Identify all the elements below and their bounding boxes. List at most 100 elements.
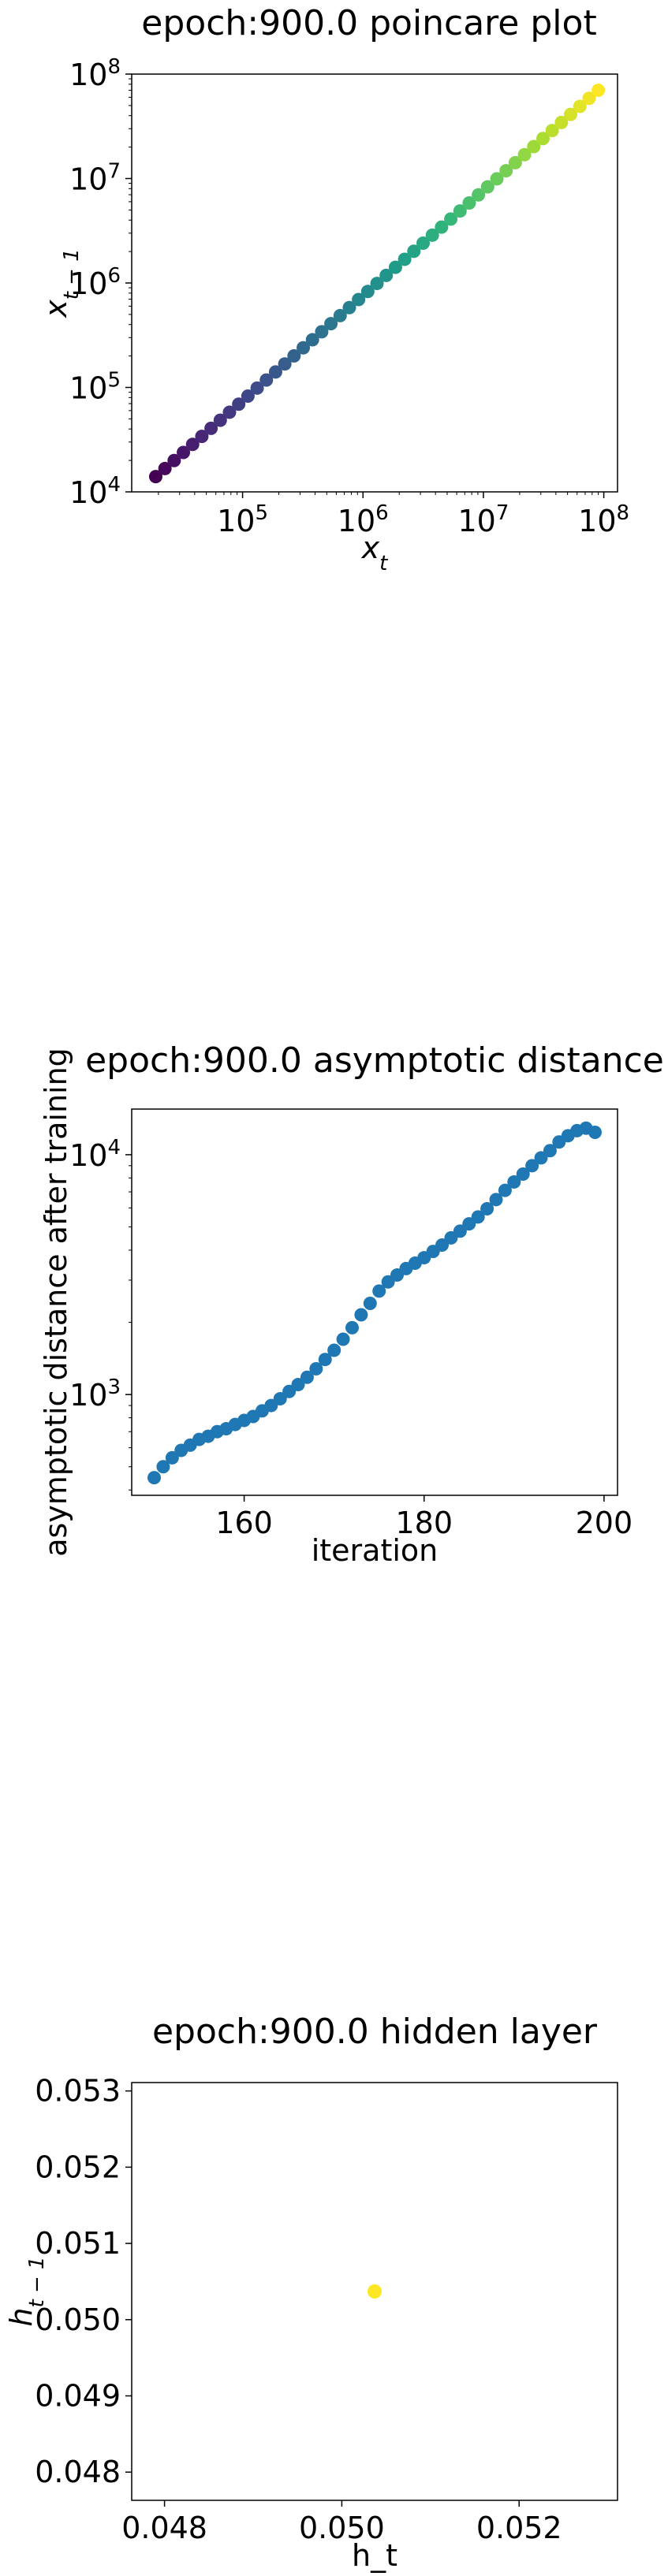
hidden-layer-y-ticks: 0.048 0.049 0.050 0.051 0.052 0.053 bbox=[35, 2074, 132, 2489]
poincare-point bbox=[278, 357, 292, 371]
x-tick-label: 108 bbox=[578, 501, 629, 538]
distance-point bbox=[309, 1362, 323, 1376]
asymptotic-distance-x-ticks: 160 180 200 bbox=[215, 1495, 633, 1540]
poincare-point bbox=[195, 430, 209, 444]
poincare-point bbox=[499, 164, 513, 178]
y-tick-label: 0.049 bbox=[35, 2379, 121, 2414]
hidden-point bbox=[368, 2284, 382, 2299]
distance-point bbox=[435, 1238, 450, 1253]
poincare-point bbox=[435, 220, 449, 234]
poincare-point bbox=[480, 180, 494, 194]
hidden-layer-x-ticks: 0.048 0.050 0.052 bbox=[121, 2500, 562, 2545]
poincare-point bbox=[472, 188, 486, 202]
poincare-point bbox=[241, 389, 255, 404]
poincare-point bbox=[545, 124, 559, 138]
y-tick-label: 0.050 bbox=[35, 2302, 121, 2337]
poincare-point bbox=[148, 470, 162, 484]
poincare-point bbox=[379, 268, 394, 282]
x-tick-label: 107 bbox=[457, 501, 509, 538]
hidden-layer-y-label: ht − 1 bbox=[4, 2256, 49, 2326]
y-tick-label: 105 bbox=[69, 369, 121, 406]
poincare-point bbox=[333, 308, 347, 322]
poincare-plot-points bbox=[148, 84, 606, 484]
poincare-point bbox=[177, 445, 191, 460]
asymptotic-distance-y-label: asymptotic distance after training bbox=[39, 1048, 73, 1557]
poincare-point bbox=[167, 453, 181, 467]
poincare-point bbox=[315, 325, 329, 339]
poincare-plot-x-ticks: 105 106 107 108 bbox=[158, 492, 629, 538]
poincare-point bbox=[490, 172, 504, 186]
poincare-point bbox=[232, 397, 246, 411]
poincare-point bbox=[591, 84, 606, 98]
poincare-point bbox=[287, 348, 301, 363]
x-tick-label: 180 bbox=[395, 1506, 453, 1540]
poincare-point bbox=[425, 228, 439, 242]
distance-point bbox=[498, 1183, 512, 1197]
poincare-point bbox=[536, 132, 550, 146]
asymptotic-distance-y-ticks: 103 104 bbox=[69, 1136, 132, 1491]
distance-point bbox=[165, 1450, 179, 1465]
poincare-point bbox=[259, 373, 274, 387]
distance-point bbox=[327, 1343, 341, 1357]
poincare-plot-y-ticks: 104 105 106 107 108 bbox=[69, 55, 132, 510]
poincare-point bbox=[407, 244, 421, 259]
poincare-plot-x-label: xt bbox=[361, 530, 389, 575]
asymptotic-distance-x-label: iteration bbox=[312, 1533, 438, 1568]
poincare-point bbox=[250, 381, 264, 395]
x-tick-label: 0.048 bbox=[121, 2511, 207, 2545]
asymptotic-distance-frame bbox=[131, 1108, 618, 1496]
poincare-point bbox=[554, 115, 569, 129]
poincare-point bbox=[370, 277, 384, 291]
poincare-point bbox=[342, 300, 356, 315]
poincare-plot-title: epoch:900.0 poincare plot bbox=[141, 3, 596, 43]
poincare-point bbox=[268, 365, 282, 379]
poincare-point bbox=[305, 333, 319, 347]
y-tick-label: 108 bbox=[69, 55, 121, 92]
distance-point bbox=[336, 1332, 350, 1346]
poincare-point bbox=[352, 292, 366, 307]
distance-point bbox=[156, 1460, 170, 1474]
hidden-layer-points bbox=[368, 2284, 382, 2299]
x-tick-label: 160 bbox=[215, 1506, 273, 1540]
x-tick-label: 200 bbox=[576, 1506, 633, 1540]
hidden-layer-title: epoch:900.0 hidden layer bbox=[152, 2012, 598, 2052]
poincare-point bbox=[185, 437, 200, 452]
poincare-point bbox=[397, 252, 412, 266]
distance-point bbox=[480, 1202, 494, 1216]
poincare-point bbox=[582, 91, 596, 106]
x-tick-label: 106 bbox=[338, 501, 389, 538]
y-tick-label: 0.048 bbox=[35, 2455, 121, 2489]
distance-point bbox=[471, 1210, 485, 1224]
distance-point bbox=[318, 1353, 332, 1367]
distance-point bbox=[291, 1378, 305, 1392]
distance-point bbox=[453, 1224, 467, 1238]
distance-point bbox=[300, 1370, 314, 1384]
poincare-point bbox=[453, 204, 467, 218]
y-tick-label: 106 bbox=[69, 264, 121, 301]
y-tick-label: 104 bbox=[69, 473, 121, 510]
distance-point bbox=[363, 1296, 377, 1310]
distance-point bbox=[516, 1167, 530, 1182]
poincare-point bbox=[324, 317, 338, 331]
poincare-point bbox=[213, 413, 227, 427]
poincare-point bbox=[297, 341, 311, 355]
poincare-plot-y-label: xt − 1 bbox=[39, 248, 84, 318]
asymptotic-distance-points bbox=[147, 1121, 602, 1485]
poincare-point bbox=[527, 140, 541, 154]
distance-point bbox=[588, 1125, 602, 1139]
poincare-point bbox=[564, 107, 578, 121]
distance-point bbox=[534, 1151, 548, 1165]
poincare-point bbox=[158, 461, 172, 475]
y-tick-label: 103 bbox=[69, 1375, 121, 1413]
x-tick-label: 0.050 bbox=[299, 2511, 385, 2545]
asymptotic-distance-title: epoch:900.0 asymptotic distance bbox=[85, 1040, 664, 1081]
poincare-point bbox=[462, 195, 476, 210]
poincare-point bbox=[416, 236, 430, 251]
y-tick-label: 0.051 bbox=[35, 2226, 121, 2261]
hidden-layer-x-label: h_t bbox=[352, 2538, 397, 2573]
distance-point bbox=[525, 1159, 539, 1173]
asymptotic-distance-panel: epoch:900.0 asymptotic distance 160 180 20… bbox=[39, 1040, 664, 1568]
distance-point bbox=[147, 1471, 162, 1485]
y-tick-label: 0.053 bbox=[35, 2074, 121, 2109]
